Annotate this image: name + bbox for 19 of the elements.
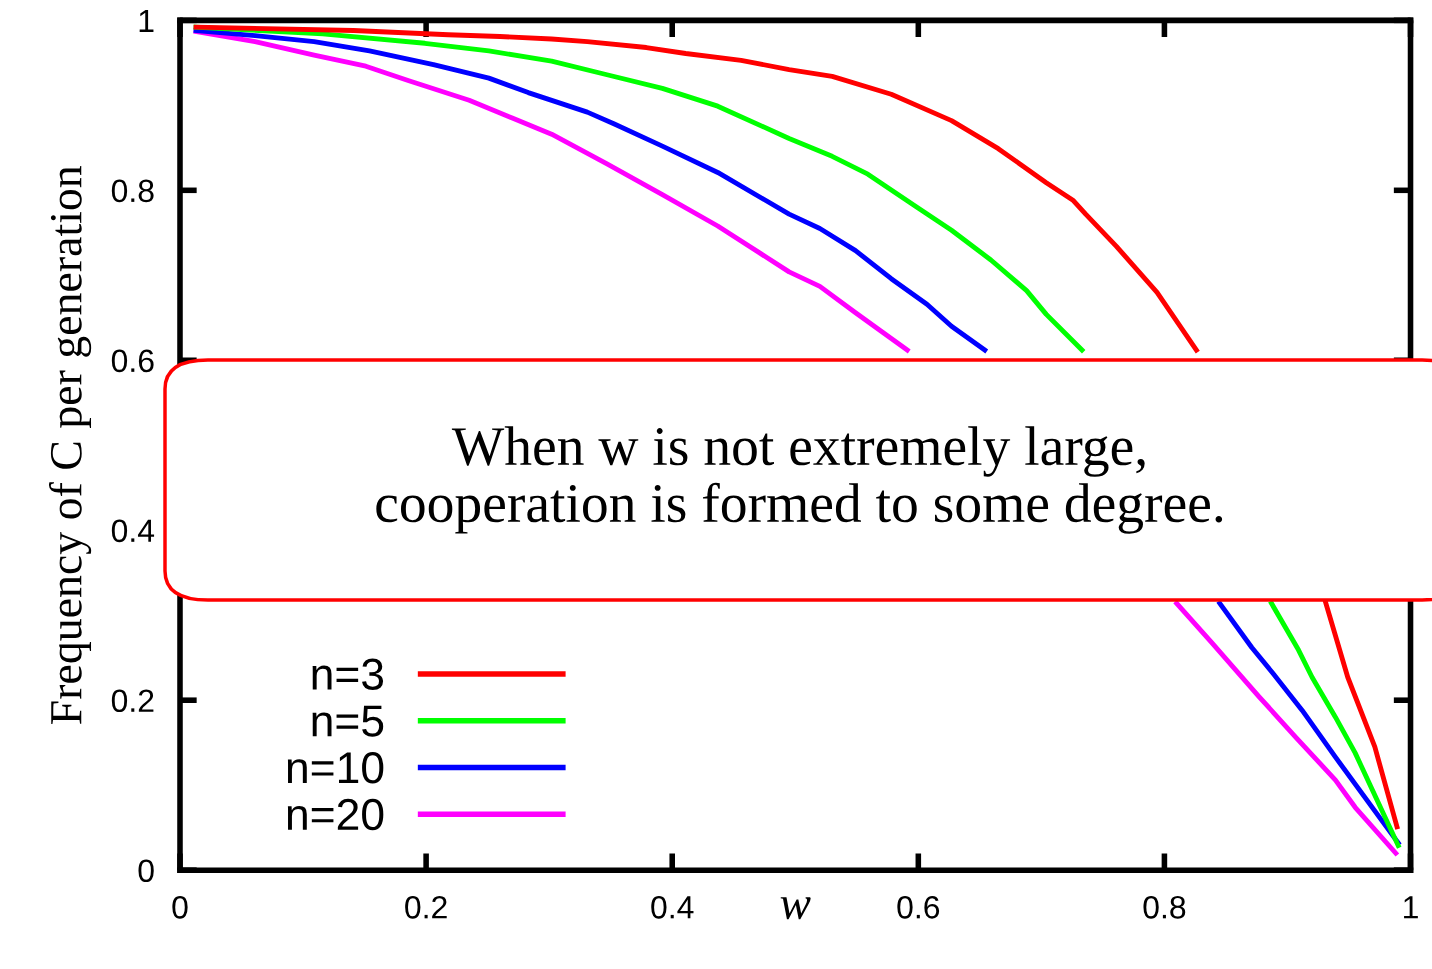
x-tick-label: 0.8 <box>1143 896 1186 919</box>
x-tick-label: 1 <box>1404 896 1418 919</box>
x-tick-label: 0.6 <box>897 896 940 919</box>
legend-label: n=5 <box>312 705 384 737</box>
x-tick-label: 0.2 <box>405 896 447 919</box>
annotation: When w is not extremely large, cooperation is formed to some degree. <box>376 426 1223 534</box>
legend-label: n=3 <box>312 658 384 690</box>
x-axis-title: w <box>780 897 811 920</box>
x-tick-label: 0.4 <box>651 896 694 919</box>
legend-label: n=10 <box>287 752 384 784</box>
legend-label: n=20 <box>287 798 384 831</box>
x-tick-label: 0 <box>172 896 188 919</box>
y-tick-label: 0.4 <box>111 519 155 543</box>
y-axis-title: Frequency of C per generation <box>49 165 92 724</box>
y-tick-label: 0.8 <box>111 179 154 203</box>
y-tick-label: 0 <box>138 859 154 883</box>
y-tick-label: 0.2 <box>111 689 154 713</box>
y-tick-label: 1 <box>139 9 154 32</box>
y-tick-label: 0.6 <box>111 349 154 373</box>
